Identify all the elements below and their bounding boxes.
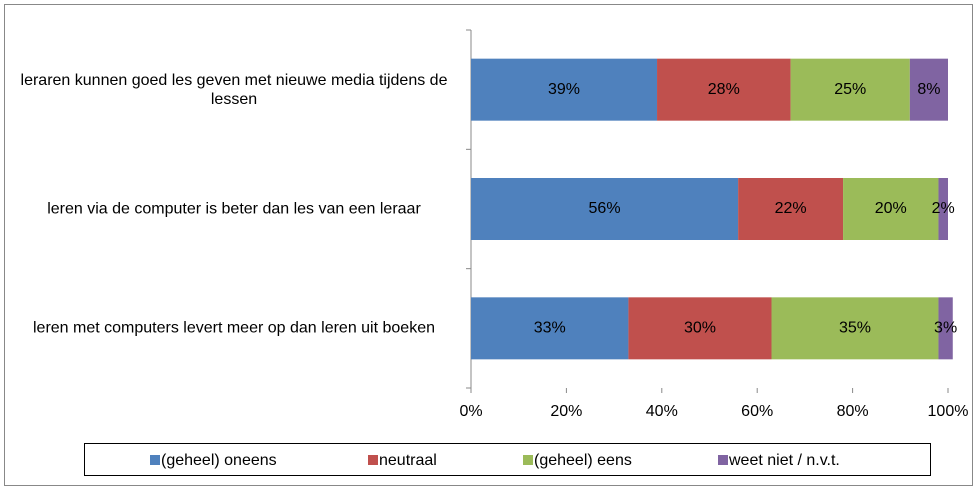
bar-segment [657, 58, 791, 121]
bar-segment [471, 297, 629, 360]
x-tick-label: 0% [459, 403, 482, 420]
chart-border [4, 4, 973, 486]
data-label: 39% [548, 81, 580, 98]
x-tick-label: 40% [646, 403, 678, 420]
legend-box [84, 443, 931, 476]
legend-label: (geheel) oneens [161, 452, 277, 469]
data-label: 35% [839, 320, 871, 337]
category-label: leren met computers levert meer op dan l… [33, 319, 435, 337]
data-label: 30% [684, 320, 716, 337]
legend-label: (geheel) eens [534, 452, 632, 469]
bar-segment [628, 297, 772, 360]
data-label: 20% [875, 200, 907, 217]
bar-segment [471, 58, 658, 121]
bar-segment [471, 178, 739, 240]
data-label: 22% [775, 200, 807, 217]
x-tick-label: 80% [837, 403, 869, 420]
category-label: leren via de computer is beter dan les v… [47, 200, 421, 218]
legend-swatch [150, 455, 160, 465]
x-tick-label: 20% [550, 403, 582, 420]
data-label: 8% [917, 81, 940, 98]
legend-label: neutraal [379, 452, 437, 469]
data-label: 25% [834, 81, 866, 98]
data-label: 28% [708, 81, 740, 98]
legend-swatch [368, 455, 378, 465]
legend-label: weet niet / n.v.t. [728, 452, 840, 469]
x-tick-label: 100% [928, 403, 969, 420]
bar-segment [938, 297, 953, 360]
data-label: 56% [589, 200, 621, 217]
data-label: 33% [534, 320, 566, 337]
bar-segment [843, 178, 939, 240]
legend-swatch [718, 455, 728, 465]
bar-segment [771, 297, 939, 360]
bar-segment [790, 58, 910, 121]
data-label: 2% [932, 200, 955, 217]
bar-segment [738, 178, 844, 240]
category-label: leraren kunnen goed les geven met nieuwe… [20, 71, 448, 108]
bar-segment [909, 58, 948, 121]
data-label: 3% [934, 320, 957, 337]
x-tick-label: 60% [741, 403, 773, 420]
bar-segment [938, 178, 948, 240]
legend-swatch [523, 455, 533, 465]
